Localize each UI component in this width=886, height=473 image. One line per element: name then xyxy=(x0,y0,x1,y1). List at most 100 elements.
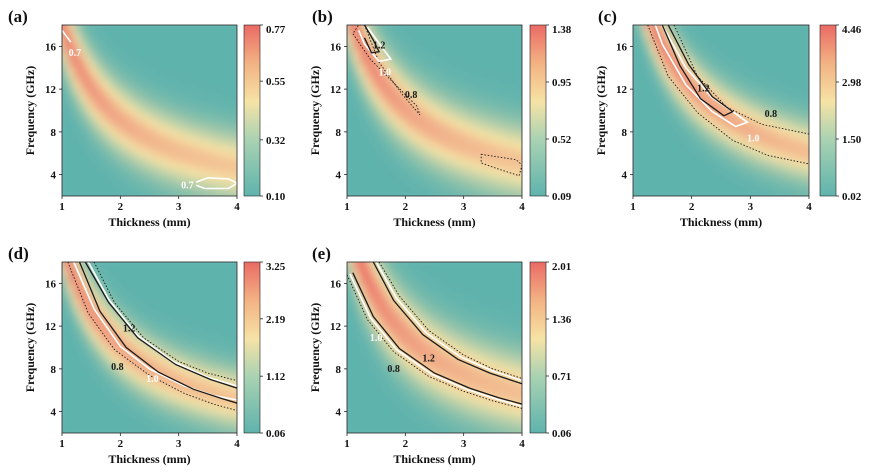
heatmap-cell xyxy=(662,121,669,128)
heatmap-cell xyxy=(685,190,693,196)
heatmap-cell xyxy=(62,179,69,187)
heatmap-cell xyxy=(62,105,69,112)
heatmap-cell xyxy=(516,153,522,160)
heatmap-cell xyxy=(172,41,180,48)
heatmap-cell xyxy=(207,35,215,42)
heatmap-cell xyxy=(207,267,215,274)
heatmap-cell xyxy=(85,288,92,295)
heatmap-cell xyxy=(411,304,418,311)
heatmap-cell xyxy=(738,153,746,160)
heatmap-cell xyxy=(382,83,389,90)
heatmap-cell xyxy=(446,174,453,181)
heatmap-cell xyxy=(773,51,781,58)
heatmap-cell xyxy=(67,379,75,386)
heatmap-cell xyxy=(161,299,168,306)
heatmap-cell xyxy=(358,179,366,187)
heatmap-cell xyxy=(358,315,366,322)
heatmap-cell xyxy=(161,433,168,439)
heatmap-cell xyxy=(149,185,157,192)
heatmap-cell xyxy=(492,137,500,144)
heatmap-cell xyxy=(417,153,424,160)
heatmap-cell xyxy=(650,94,658,101)
heatmap-cell xyxy=(709,174,716,181)
heatmap-cell xyxy=(108,278,116,285)
heatmap-cell xyxy=(172,99,180,106)
heatmap-cell xyxy=(797,99,804,106)
heatmap-cell xyxy=(225,433,232,439)
heatmap-cell xyxy=(143,331,151,338)
heatmap-cell xyxy=(721,158,728,165)
heatmap-cell xyxy=(358,57,366,64)
heatmap-cell xyxy=(709,126,716,133)
heatmap-cell xyxy=(167,57,174,64)
heatmap-cell xyxy=(492,41,500,48)
heatmap-cell xyxy=(231,30,237,37)
heatmap-cell xyxy=(85,433,92,439)
heatmap-cell xyxy=(481,73,488,80)
colorbar-tick-label: 1.50 xyxy=(842,134,862,146)
heatmap-cell xyxy=(422,185,430,192)
heatmap-cell xyxy=(155,147,162,155)
heatmap-cell xyxy=(167,73,174,80)
heatmap-cell xyxy=(487,126,494,133)
heatmap-cell xyxy=(762,169,769,176)
heatmap-cell xyxy=(399,427,407,433)
heatmap-cell xyxy=(803,67,809,74)
colorbar-tick-label: 0.77 xyxy=(266,24,286,36)
heatmap-cell xyxy=(411,288,418,295)
heatmap-cell xyxy=(190,352,197,359)
heatmap-cell xyxy=(196,142,203,149)
heatmap-cell xyxy=(237,46,244,52)
heatmap-cell xyxy=(237,358,244,364)
heatmap-cell xyxy=(697,94,705,101)
heatmap-cell xyxy=(744,110,752,117)
heatmap-cell xyxy=(457,73,465,80)
heatmap-cell xyxy=(674,35,681,42)
heatmap-cell xyxy=(149,158,157,165)
heatmap-cell xyxy=(231,94,237,101)
heatmap-cell xyxy=(220,196,227,202)
heatmap-cell xyxy=(225,358,232,365)
heatmap-cell xyxy=(656,105,664,112)
heatmap-cell xyxy=(399,310,407,317)
heatmap-cell xyxy=(662,196,669,202)
heatmap-cell xyxy=(190,51,197,58)
plot-frame xyxy=(61,24,238,197)
heatmap-cell xyxy=(178,25,186,32)
heatmap-cell xyxy=(225,411,232,418)
heatmap-cell xyxy=(405,288,412,295)
heatmap-cell xyxy=(779,57,787,64)
y-tick-label: 8 xyxy=(51,364,57,376)
heatmap-cell xyxy=(487,158,494,165)
heatmap-cell xyxy=(108,41,116,48)
heatmap-cell xyxy=(762,30,769,37)
heatmap-cell xyxy=(161,374,168,381)
heatmap-cell xyxy=(393,46,401,53)
heatmap-cell xyxy=(207,283,215,290)
heatmap-cell xyxy=(358,41,366,48)
heatmap-cell xyxy=(178,283,186,290)
heatmap-cell xyxy=(504,94,512,101)
heatmap-cell xyxy=(108,320,116,327)
heatmap-cell xyxy=(358,416,366,424)
heatmap-cell xyxy=(155,379,162,386)
heatmap-cell xyxy=(674,147,681,155)
heatmap-cell xyxy=(202,51,209,58)
heatmap-cell xyxy=(803,35,809,42)
heatmap-cell xyxy=(393,384,401,392)
heatmap-cell xyxy=(773,89,781,96)
heatmap-cell xyxy=(225,427,232,433)
heatmap-cell xyxy=(411,126,418,133)
heatmap-cell xyxy=(382,315,389,322)
heatmap-cell xyxy=(126,331,133,338)
heatmap-cell xyxy=(120,153,127,160)
heatmap-cell xyxy=(97,400,104,408)
heatmap-cell xyxy=(370,30,377,37)
heatmap-cell xyxy=(633,89,640,96)
heatmap-cell xyxy=(184,185,192,192)
heatmap-cell xyxy=(393,320,401,327)
heatmap-cell xyxy=(132,433,139,439)
heatmap-cell xyxy=(155,374,162,381)
heatmap-cell xyxy=(219,126,227,133)
heatmap-cell xyxy=(225,422,232,429)
